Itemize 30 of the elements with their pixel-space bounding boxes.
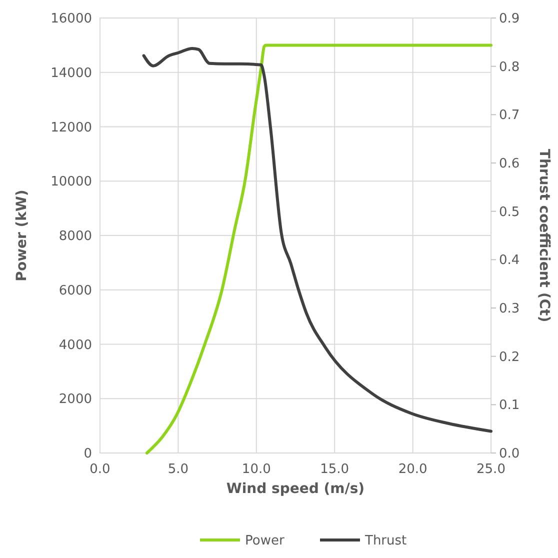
y-tick-label: 0 — [84, 446, 92, 462]
x-tick-label: 20.0 — [398, 462, 428, 477]
y-tick-label: 12000 — [50, 120, 92, 136]
legend-label: Thrust — [364, 534, 407, 549]
y-tick-label: 16000 — [50, 12, 92, 27]
x-axis-title: Wind speed (m/s) — [226, 481, 365, 497]
y2-tick-label: 0.6 — [499, 156, 520, 172]
y-tick-label: 6000 — [58, 283, 92, 298]
y-tick-label: 4000 — [58, 338, 92, 353]
y2-tick-label: 0.5 — [499, 204, 520, 220]
x-tick-label: 15.0 — [320, 462, 350, 477]
y-axis-title: Power (kW) — [14, 190, 30, 282]
y2-axis-title: Thrust coefficient (Ct) — [536, 148, 552, 322]
x-tick-label: 25.0 — [476, 462, 506, 477]
y2-tick-label: 0.9 — [499, 12, 520, 27]
y-tick-label: 8000 — [58, 229, 92, 244]
y2-tick-label: 0.7 — [499, 108, 520, 124]
y2-tick-label: 0.1 — [499, 398, 520, 414]
x-tick-label: 0.0 — [90, 462, 110, 477]
y-tick-label: 2000 — [58, 392, 92, 408]
legend-label: Power — [245, 534, 285, 549]
y2-tick-label: 0.4 — [499, 253, 520, 268]
x-tick-label: 10.0 — [242, 462, 271, 477]
y-tick-label: 10000 — [50, 174, 92, 190]
x-tick-label: 5.0 — [168, 462, 189, 477]
y-tick-label: 14000 — [50, 66, 92, 81]
y2-tick-label: 0.3 — [499, 302, 520, 317]
y2-tick-label: 0.2 — [499, 350, 520, 365]
y2-tick-label: 0.0 — [499, 446, 520, 462]
y2-tick-label: 0.8 — [499, 60, 520, 75]
